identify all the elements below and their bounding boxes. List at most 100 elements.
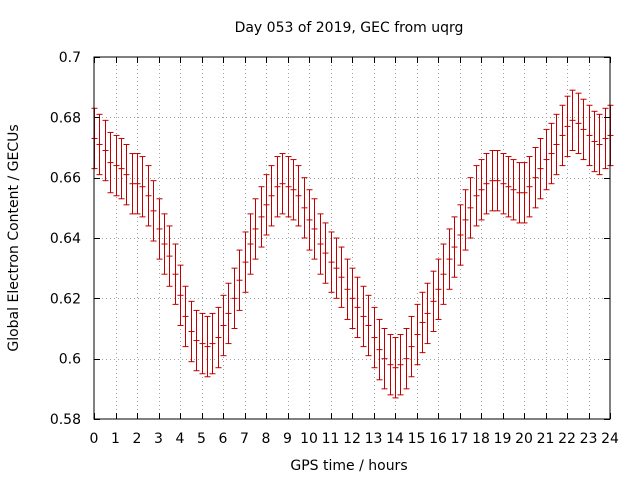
error-bar-point — [537, 137, 544, 200]
error-bar-point — [349, 267, 356, 329]
error-bar-point — [591, 110, 598, 173]
x-tick-label: 11 — [322, 431, 340, 447]
error-bar-point — [462, 189, 469, 251]
error-bar-point — [371, 306, 378, 369]
x-tick-label: 19 — [494, 431, 512, 447]
x-tick-label: 9 — [283, 431, 292, 447]
error-bar-point — [161, 213, 168, 275]
error-bar-point — [354, 276, 361, 339]
error-bar-point — [419, 291, 426, 354]
error-bar-point — [204, 315, 211, 378]
error-bar-point — [569, 89, 576, 152]
y-tick-label: 0.58 — [50, 412, 81, 428]
error-bar-point — [322, 222, 329, 284]
error-bar-series — [91, 89, 614, 399]
y-tick-label: 0.62 — [50, 291, 81, 307]
y-tick-label: 0.64 — [50, 231, 81, 247]
error-bar-point — [328, 231, 335, 293]
error-bar-point — [376, 318, 383, 381]
x-tick-label: 13 — [365, 431, 383, 447]
error-bar-point — [156, 198, 163, 260]
error-bar-point — [553, 113, 560, 176]
error-bar-point — [500, 153, 507, 215]
error-bar-point — [397, 334, 404, 396]
error-bar-point — [166, 225, 173, 287]
y-tick-label: 0.6 — [59, 352, 81, 368]
error-bar-point — [290, 159, 297, 221]
axis-ticks — [94, 57, 611, 420]
x-tick-label: 16 — [429, 431, 447, 447]
error-bar-point — [311, 198, 318, 260]
error-bar-point — [483, 153, 490, 215]
x-tick-label: 6 — [219, 431, 228, 447]
x-tick-label: 3 — [154, 431, 163, 447]
error-bar-point — [247, 213, 254, 275]
error-bar-point — [360, 285, 367, 348]
x-axis-label: GPS time / hours — [290, 458, 407, 474]
error-bar-point — [543, 128, 550, 191]
error-bar-point — [392, 337, 399, 399]
y-tick-label: 0.66 — [50, 171, 81, 187]
error-bar-point — [209, 312, 216, 375]
error-bar-point — [446, 228, 453, 290]
x-tick-label: 14 — [386, 431, 404, 447]
error-bar-point — [177, 264, 184, 326]
error-bar-point — [274, 156, 281, 218]
error-bar-point — [414, 303, 421, 366]
error-bar-point — [150, 180, 157, 242]
x-tick-label: 20 — [515, 431, 533, 447]
error-bar-point — [268, 165, 275, 227]
error-bar-point — [242, 231, 249, 293]
error-bar-point — [457, 204, 464, 266]
error-bar-point — [145, 165, 152, 227]
x-tick-label: 0 — [90, 431, 99, 447]
error-bar-point — [231, 267, 238, 329]
error-bar-point — [215, 306, 222, 369]
error-bar-point — [258, 186, 265, 248]
error-bar-point — [285, 156, 292, 218]
error-bar-point — [193, 309, 200, 372]
error-bar-point — [236, 249, 243, 311]
error-bar-point — [526, 156, 533, 218]
error-bar-point — [548, 122, 555, 185]
error-bar-point — [263, 174, 270, 236]
error-bar-point — [559, 104, 566, 167]
error-bar-point — [333, 237, 340, 299]
error-bar-point — [580, 98, 587, 161]
x-tick-label: 7 — [240, 431, 249, 447]
error-bar-point — [295, 165, 302, 227]
error-bar-point — [602, 107, 609, 170]
error-bar-point — [134, 153, 141, 215]
error-bar-point — [96, 113, 103, 176]
error-bar-point — [182, 285, 189, 348]
x-tick-label: 8 — [262, 431, 271, 447]
error-bar-point — [338, 246, 345, 308]
error-bar-point — [430, 270, 437, 333]
error-bar-point — [301, 177, 308, 239]
x-tick-label: 1 — [111, 431, 120, 447]
x-tick-label: 18 — [472, 431, 490, 447]
error-bar-point — [505, 156, 512, 218]
chart-title: Day 053 of 2019, GEC from uqrg — [235, 20, 464, 36]
x-tick-labels: 0 1 2 3 4 5 6 7 8 9 10 11 12 13 14 15 16 17 18 19 20 21 22 23 24 — [90, 431, 619, 447]
error-bar-point — [306, 189, 313, 251]
error-bar-point — [188, 300, 195, 363]
error-bar-point — [521, 162, 528, 224]
error-bar-point — [586, 104, 593, 167]
error-bar-point — [317, 213, 324, 275]
y-tick-labels: 0.58 0.6 0.62 0.64 0.66 0.68 0.7 — [50, 50, 81, 428]
x-tick-label: 2 — [133, 431, 142, 447]
x-tick-label: 22 — [558, 431, 576, 447]
error-bar-point — [575, 92, 582, 155]
error-bar-point — [532, 147, 539, 209]
error-bar-point — [220, 294, 227, 357]
error-bar-point — [473, 165, 480, 227]
y-tick-label: 0.7 — [59, 50, 81, 66]
error-bar-point — [172, 243, 179, 305]
error-bar-point — [118, 137, 125, 200]
error-bar-point — [408, 315, 415, 378]
error-bar-point — [199, 312, 206, 375]
x-tick-label: 23 — [580, 431, 598, 447]
error-bar-point — [381, 328, 388, 390]
